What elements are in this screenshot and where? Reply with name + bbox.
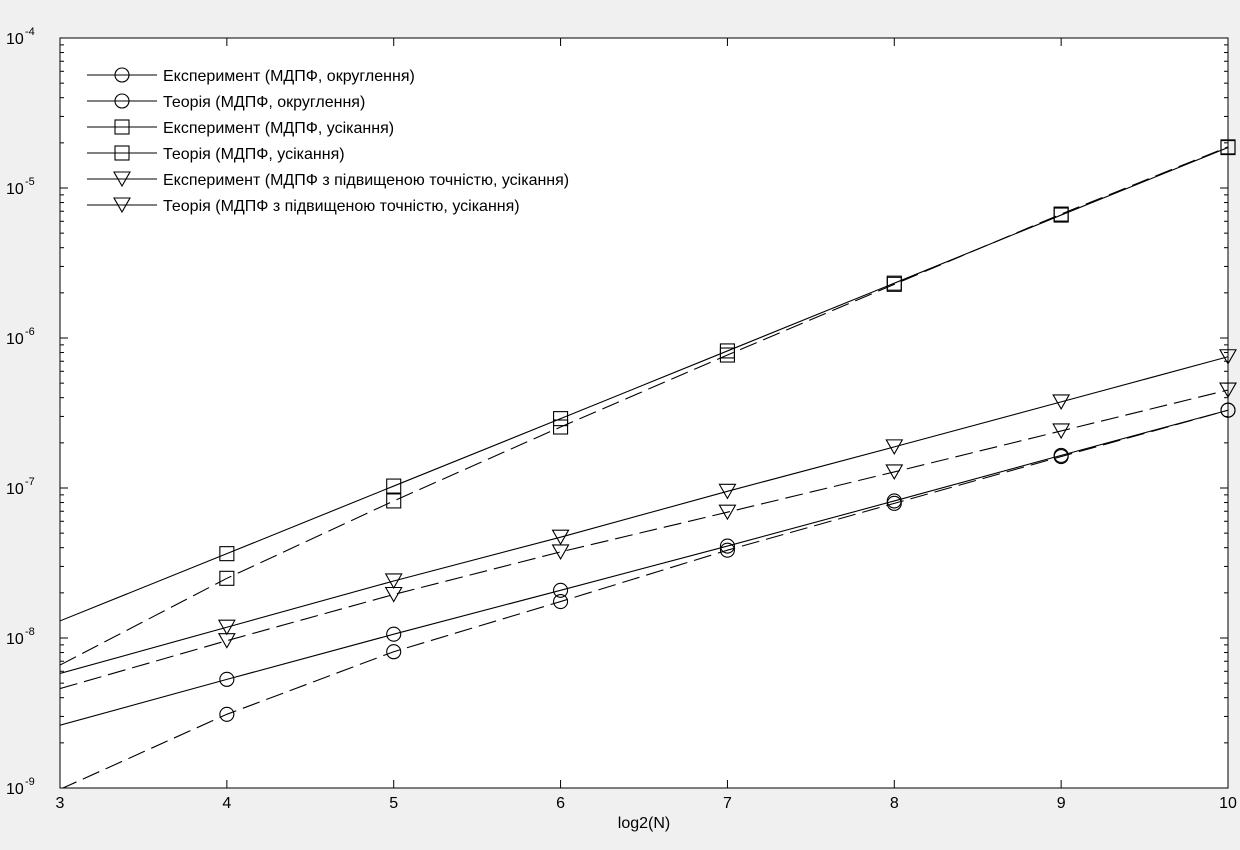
x-tick-label: 4 [222, 795, 231, 812]
legend-marker [114, 119, 130, 135]
data-point [885, 464, 904, 481]
x-tick-label: 5 [389, 795, 398, 812]
legend-item: Теорія (МДПФ з підвищеною точністю, усік… [87, 197, 520, 215]
legend-item: Експеримент (МДПФ, усікання) [87, 119, 394, 137]
x-axis-label: log2(N) [618, 815, 670, 832]
y-tick-label: 10 -4 [6, 26, 35, 48]
data-point [718, 504, 737, 521]
x-tick-label: 3 [56, 795, 65, 812]
series-line [60, 389, 1228, 690]
y-tick-base: 10 [6, 781, 24, 798]
series-line [60, 147, 1228, 622]
data-point [885, 439, 904, 455]
data-point [217, 619, 236, 636]
data-point [719, 343, 735, 359]
data-point [718, 483, 737, 500]
data-point [1052, 423, 1071, 440]
y-tick-exponent: -5 [25, 176, 35, 188]
plot-area [60, 38, 1228, 788]
data-point [1053, 447, 1069, 463]
legend-label: Експеримент (МДПФ, усікання) [163, 120, 394, 137]
data-point [219, 706, 235, 722]
x-tick-label: 6 [556, 795, 565, 812]
legend-item: Теорія (МДПФ, округлення) [87, 93, 365, 111]
data-point [219, 671, 235, 687]
series-line [61, 409, 1228, 788]
y-tick-exponent: -8 [25, 626, 35, 638]
y-tick-base: 10 [6, 331, 24, 348]
data-point [886, 275, 902, 291]
data-point [553, 582, 569, 598]
x-tick-label: 8 [890, 795, 899, 812]
legend-marker [113, 171, 131, 188]
y-tick-exponent: -4 [25, 26, 35, 38]
legend-label: Експеримент (МДПФ, округлення) [163, 68, 415, 85]
y-tick-base: 10 [6, 31, 24, 48]
y-tick-base: 10 [6, 481, 24, 498]
y-tick-label: 10 -7 [6, 476, 35, 498]
data-point [886, 493, 902, 509]
legend: Експеримент (МДПФ, округлення) Теорія (МД… [87, 67, 569, 215]
y-tick-label: 10 -9 [6, 776, 35, 798]
x-tick-label: 9 [1057, 795, 1066, 812]
legend-label: Теорія (МДПФ, усікання) [163, 146, 345, 163]
legend-label: Теорія (МДПФ з підвищеною точністю, усік… [163, 198, 520, 215]
series-6 [60, 349, 1237, 675]
y-tick-exponent: -6 [25, 326, 35, 338]
y-tick-exponent: -9 [25, 776, 35, 788]
legend-marker [114, 145, 130, 161]
data-point [386, 644, 402, 660]
y-tick-exponent: -7 [25, 476, 35, 488]
data-point [551, 529, 570, 546]
data-point [553, 593, 569, 610]
data-point [719, 542, 735, 558]
data-point [553, 419, 569, 435]
data-point [219, 546, 235, 562]
data-point [384, 573, 403, 590]
legend-marker [113, 197, 131, 214]
x-tick-label: 7 [723, 795, 732, 812]
legend-item: Експеримент (МДПФ з підвищеною точністю,… [87, 171, 569, 189]
data-point [386, 493, 402, 509]
x-tick-label: 10 [1219, 795, 1237, 812]
data-point [1052, 394, 1071, 411]
data-point [219, 570, 235, 586]
legend-label: Теорія (МДПФ, округлення) [163, 94, 365, 111]
data-point [719, 538, 735, 554]
y-tick-base: 10 [6, 631, 24, 648]
data-point [386, 478, 402, 494]
data-point [386, 626, 402, 642]
legend-item: Теорія (МДПФ, усікання) [87, 145, 345, 163]
series-line [60, 409, 1228, 726]
series-line [60, 356, 1228, 675]
y-tick-label: 10 -6 [6, 326, 35, 348]
y-tick-label: 10 -8 [6, 626, 35, 648]
legend-marker [114, 67, 130, 83]
data-point [553, 411, 569, 427]
plot-frame [59, 37, 1229, 789]
y-tick-base: 10 [6, 181, 24, 198]
legend-marker [114, 93, 130, 109]
legend-label: Експеримент (МДПФ з підвищеною точністю,… [163, 172, 569, 189]
y-tick-label: 10 -5 [6, 176, 35, 198]
legend-item: Експеримент (МДПФ, округлення) [87, 67, 415, 85]
data-point [1053, 207, 1069, 223]
